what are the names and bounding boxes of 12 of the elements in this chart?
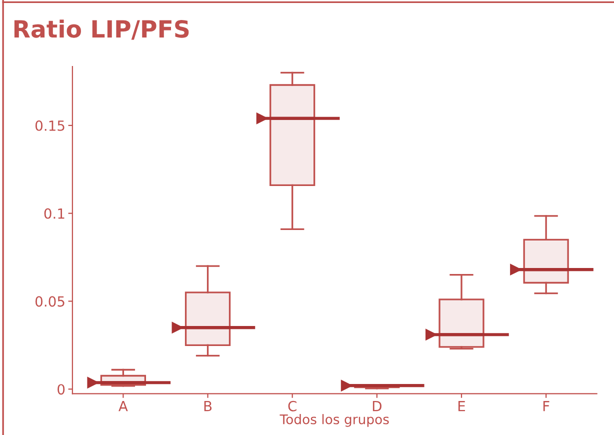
x-tick-label: E — [458, 401, 465, 412]
x-tick-label: A — [118, 401, 128, 412]
x-tick-label: C — [288, 400, 296, 412]
x-tick-label: B — [204, 401, 212, 412]
x-tick-label: D — [372, 401, 382, 412]
y-tick-label: 0.15 — [36, 120, 64, 131]
y-tick-label: 0.1 — [44, 208, 64, 219]
x-axis-title: Todos los grupos — [280, 414, 389, 427]
y-tick-label: 0 — [58, 384, 65, 395]
x-tick-label: F — [543, 401, 550, 412]
chart-title: Ratio LIP/PFS — [14, 20, 189, 40]
y-tick-label: 0.05 — [36, 296, 64, 307]
